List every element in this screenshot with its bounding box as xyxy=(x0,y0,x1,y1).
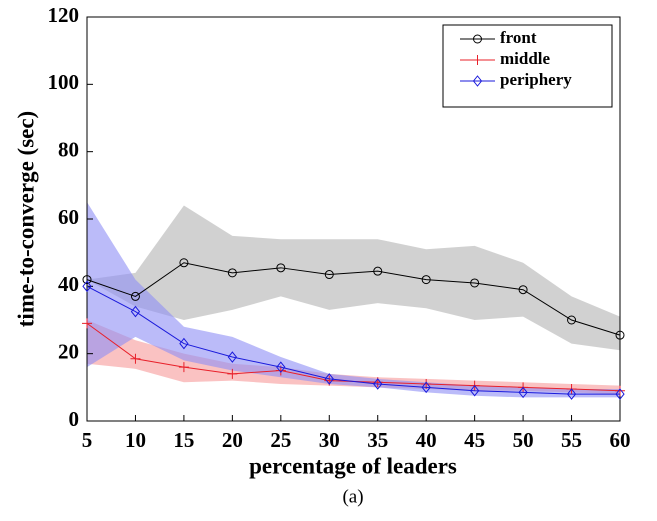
marker xyxy=(227,268,237,278)
x-tick-label: 55 xyxy=(561,428,582,452)
x-tick-label: 40 xyxy=(416,428,437,452)
marker xyxy=(130,305,141,318)
marker xyxy=(469,384,480,397)
marker xyxy=(518,285,528,295)
legend: front middle periphery xyxy=(442,24,613,108)
x-tick-label: 15 xyxy=(173,428,194,452)
legend-marker xyxy=(472,75,483,87)
y-tick-label: 80 xyxy=(58,137,79,161)
marker xyxy=(227,368,238,379)
line xyxy=(86,285,620,395)
x-tick-label: 25 xyxy=(270,428,291,452)
marker xyxy=(421,381,431,394)
marker xyxy=(179,337,189,350)
marker xyxy=(178,362,189,373)
y-axis-label: time-to-converge (sec) xyxy=(13,111,38,327)
x-tick-label: 10 xyxy=(125,428,146,452)
marker xyxy=(615,330,625,340)
y-tick-label: 20 xyxy=(58,339,79,363)
y-tick-label: 0 xyxy=(69,407,80,431)
marker xyxy=(324,270,334,280)
marker xyxy=(567,315,577,325)
marker xyxy=(518,386,528,399)
y-tick-label: 40 xyxy=(58,272,79,296)
marker xyxy=(82,280,92,293)
y-tick-label: 60 xyxy=(58,205,79,229)
x-tick-label: 60 xyxy=(610,428,631,452)
x-axis-label: percentage of leaders xyxy=(249,453,457,478)
legend-label: periphery xyxy=(500,70,572,89)
y-tick-label: 120 xyxy=(48,3,80,27)
marker xyxy=(227,351,238,363)
marker xyxy=(373,266,383,276)
marker xyxy=(324,373,334,385)
y-tick-label: 100 xyxy=(48,70,80,94)
band xyxy=(87,205,620,351)
marker xyxy=(276,263,286,273)
legend-label: middle xyxy=(500,49,551,68)
band xyxy=(87,202,620,398)
marker xyxy=(82,275,92,285)
line xyxy=(86,262,621,336)
x-tick-label: 50 xyxy=(513,428,534,452)
legend-marker xyxy=(472,55,483,65)
marker xyxy=(82,318,92,329)
x-tick-label: 30 xyxy=(319,428,340,452)
legend-marker xyxy=(473,34,482,44)
marker xyxy=(130,353,141,364)
marker xyxy=(566,388,577,400)
x-tick-label: 45 xyxy=(464,428,485,452)
x-tick-label: 5 xyxy=(82,428,93,452)
marker xyxy=(421,275,431,285)
marker xyxy=(179,258,189,268)
marker xyxy=(130,291,140,301)
marker xyxy=(373,378,383,390)
marker xyxy=(276,361,286,373)
band xyxy=(87,320,620,395)
x-tick-label: 35 xyxy=(367,428,388,452)
marker xyxy=(470,278,480,288)
x-tick-label: 20 xyxy=(222,428,243,452)
marker xyxy=(615,388,625,400)
legend-label: front xyxy=(500,28,537,47)
caption: (a) xyxy=(342,486,363,507)
